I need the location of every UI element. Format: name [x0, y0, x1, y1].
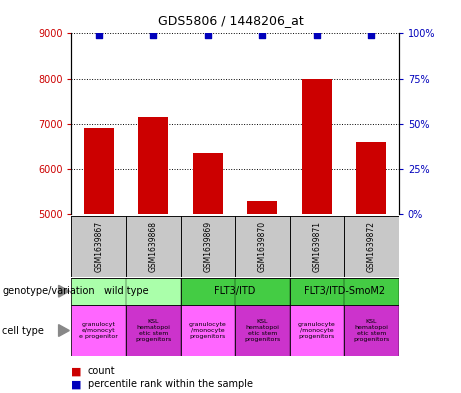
Text: granulocyte
/monocyte
progenitors: granulocyte /monocyte progenitors: [189, 322, 227, 339]
Bar: [84, 128, 114, 393]
Bar: [290, 305, 344, 356]
Text: GSM1639872: GSM1639872: [367, 221, 376, 272]
Point: [313, 32, 321, 39]
Bar: [235, 216, 290, 277]
Bar: [71, 305, 126, 356]
Text: granulocyt
e/monocyt
e progenitor: granulocyt e/monocyt e progenitor: [79, 322, 118, 339]
Bar: [290, 216, 344, 277]
Text: KSL
hematopoi
etic stem
progenitors: KSL hematopoi etic stem progenitors: [135, 320, 171, 342]
Text: KSL
hematopoi
etic stem
progenitors: KSL hematopoi etic stem progenitors: [244, 320, 280, 342]
Bar: [71, 216, 126, 277]
Bar: [356, 142, 386, 393]
Bar: [235, 305, 290, 356]
Polygon shape: [59, 285, 69, 297]
Bar: [193, 153, 223, 393]
Text: GDS5806 / 1448206_at: GDS5806 / 1448206_at: [158, 14, 303, 27]
Text: percentile rank within the sample: percentile rank within the sample: [88, 379, 253, 389]
Text: ■: ■: [71, 379, 82, 389]
Point: [149, 32, 157, 39]
Text: genotype/variation: genotype/variation: [2, 286, 95, 296]
Text: GSM1639871: GSM1639871: [313, 221, 321, 272]
Point: [95, 32, 102, 39]
Text: FLT3/ITD: FLT3/ITD: [214, 286, 256, 296]
Bar: [248, 200, 278, 393]
Bar: [344, 305, 399, 356]
Polygon shape: [59, 325, 69, 336]
Text: FLT3/ITD-SmoM2: FLT3/ITD-SmoM2: [304, 286, 385, 296]
Bar: [344, 216, 399, 277]
Point: [259, 32, 266, 39]
Text: GSM1639869: GSM1639869: [203, 221, 213, 272]
Text: GSM1639870: GSM1639870: [258, 221, 267, 272]
Text: KSL
hematopoi
etic stem
progenitors: KSL hematopoi etic stem progenitors: [354, 320, 390, 342]
Text: wild type: wild type: [104, 286, 148, 296]
Text: ■: ■: [71, 366, 82, 376]
Text: GSM1639868: GSM1639868: [149, 221, 158, 272]
Bar: [138, 117, 168, 393]
Bar: [181, 305, 235, 356]
Bar: [126, 216, 181, 277]
Point: [368, 32, 375, 39]
Bar: [302, 79, 332, 393]
Bar: [181, 278, 290, 305]
Text: cell type: cell type: [2, 325, 44, 336]
Bar: [71, 278, 181, 305]
Text: GSM1639867: GSM1639867: [94, 221, 103, 272]
Text: count: count: [88, 366, 115, 376]
Bar: [126, 305, 181, 356]
Text: granulocyte
/monocyte
progenitors: granulocyte /monocyte progenitors: [298, 322, 336, 339]
Bar: [181, 216, 235, 277]
Bar: [290, 278, 399, 305]
Point: [204, 32, 212, 39]
